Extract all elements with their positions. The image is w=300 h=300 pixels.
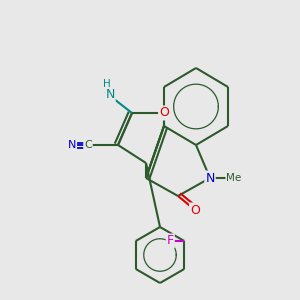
Text: O: O bbox=[190, 203, 200, 217]
Text: Me: Me bbox=[226, 173, 242, 183]
Text: N: N bbox=[105, 88, 115, 101]
Text: C: C bbox=[84, 140, 92, 150]
Text: N: N bbox=[205, 172, 215, 184]
Text: F: F bbox=[167, 235, 174, 248]
Text: O: O bbox=[159, 106, 169, 119]
Text: H: H bbox=[103, 79, 111, 89]
Text: N: N bbox=[68, 140, 76, 150]
